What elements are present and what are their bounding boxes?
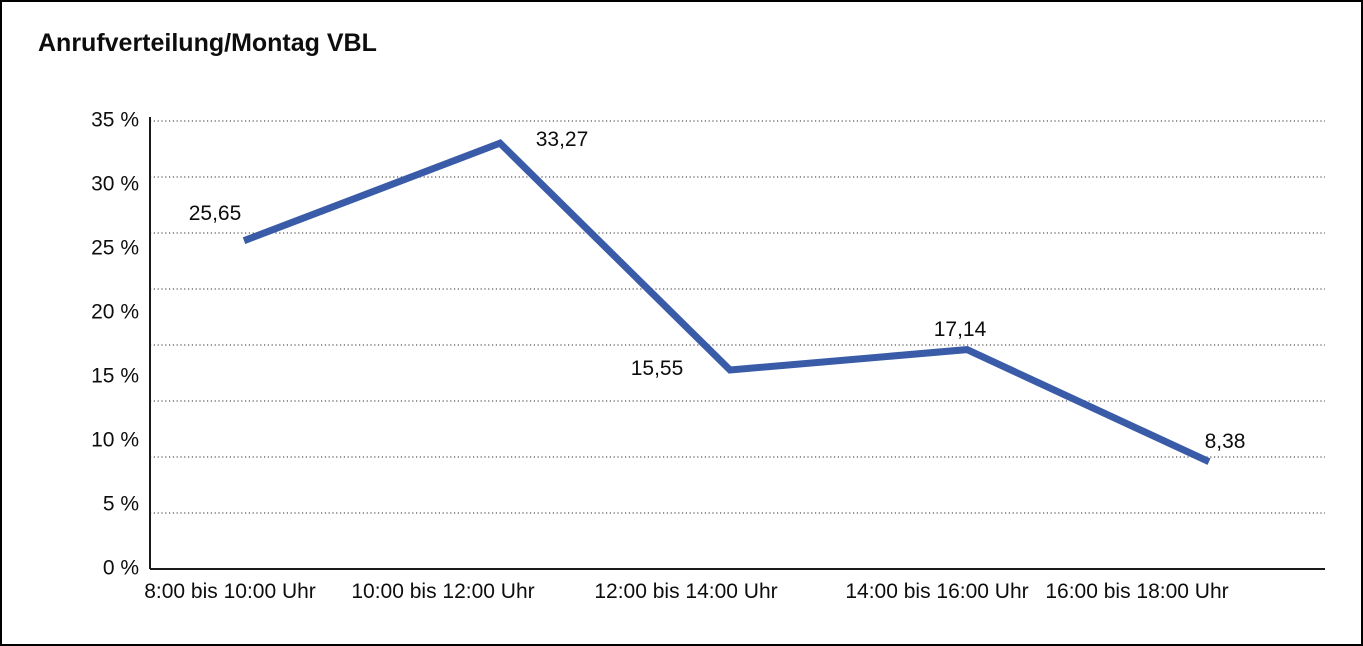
call-distribution-data-line <box>242 139 1211 465</box>
x-axis-category-label: 16:00 bis 18:00 Uhr <box>1045 580 1229 603</box>
data-point-label: 15,55 <box>630 357 684 380</box>
chart-title: Anrufverteilung/Montag VBL <box>38 29 377 57</box>
x-axis-category-label: 8:00 bis 10:00 Uhr <box>144 580 316 603</box>
data-point-label: 17,14 <box>933 318 987 341</box>
y-axis-tick-label: 15 % <box>91 364 139 388</box>
y-axis-tick-label: 20 % <box>91 300 139 324</box>
data-point-label: 25,65 <box>188 202 242 225</box>
y-axis-tick-label: 5 % <box>102 492 139 516</box>
y-axis-tick-label: 30 % <box>91 172 139 196</box>
y-axis-tick-label: 0 % <box>102 556 139 580</box>
x-axis-category-label: 12:00 bis 14:00 Uhr <box>594 580 778 603</box>
y-axis-tick-label: 25 % <box>91 236 139 260</box>
x-axis-category-label: 14:00 bis 16:00 Uhr <box>845 580 1029 603</box>
y-axis-tick-label: 35 % <box>91 108 139 132</box>
data-point-label: 8,38 <box>1204 430 1246 453</box>
x-axis-category-label: 10:00 bis 12:00 Uhr <box>351 580 535 603</box>
y-axis-tick-label: 10 % <box>91 428 139 452</box>
data-point-label: 33,27 <box>535 128 589 151</box>
